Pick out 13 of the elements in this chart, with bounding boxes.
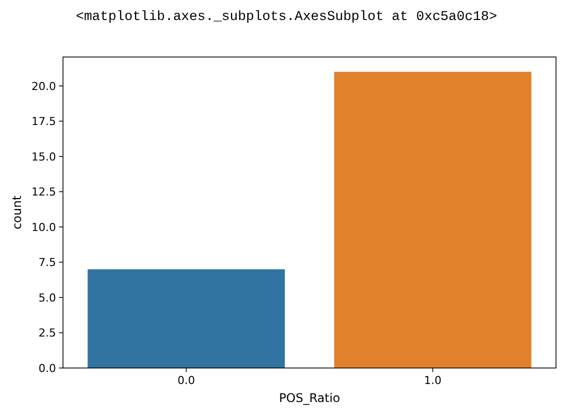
x-axis-title: POS_Ratio <box>278 391 340 405</box>
y-axis-title: count <box>10 195 24 230</box>
text: <matplotlib.axes._subplots.AxesSubplot at 0xc5a0c18> <box>76 10 498 25</box>
x-tick-label: 1.0 <box>424 374 442 387</box>
y-tick-label: 2.5 <box>38 326 56 340</box>
y-tick-label: 20.0 <box>32 80 56 93</box>
y-tick-label: 0.0 <box>38 362 56 375</box>
y-tick-label: 7.5 <box>38 256 56 270</box>
y-tick-label: 5.0 <box>38 291 56 304</box>
y-tick-label: 10.0 <box>32 220 56 234</box>
y-tick-label: 17.5 <box>32 115 56 128</box>
y-tick-label: 15.0 <box>32 150 56 164</box>
y-tick-label: 12.5 <box>32 186 56 199</box>
